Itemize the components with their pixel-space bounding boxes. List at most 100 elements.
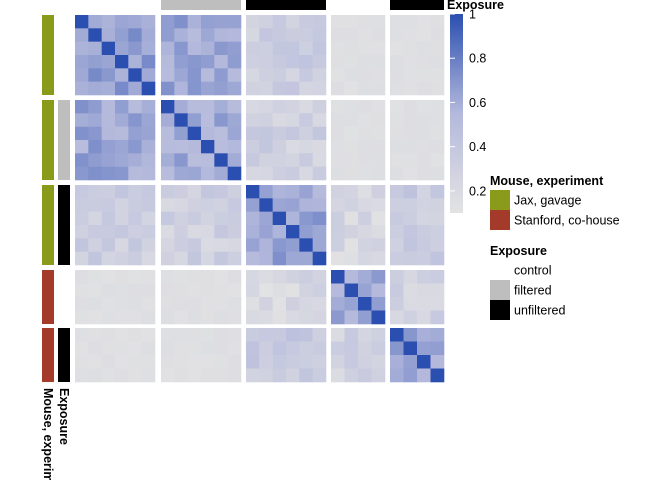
heatmap-cell bbox=[286, 100, 300, 114]
heatmap-cell bbox=[75, 166, 89, 181]
heatmap-cell bbox=[88, 28, 102, 42]
heatmap-cell bbox=[417, 28, 431, 42]
heatmap-cell bbox=[246, 100, 260, 114]
heatmap-cell bbox=[227, 140, 242, 154]
heatmap-cell bbox=[161, 211, 175, 226]
heatmap-cell bbox=[227, 15, 242, 29]
heatmap-cell bbox=[312, 113, 327, 127]
heatmap-cell bbox=[141, 15, 156, 29]
exposure-annotation-bar bbox=[58, 185, 70, 265]
heatmap-cell bbox=[286, 341, 300, 356]
heatmap-cell bbox=[101, 153, 116, 167]
heatmap-cell bbox=[174, 283, 188, 298]
heatmap-cell bbox=[128, 297, 142, 311]
heatmap-cell bbox=[390, 341, 404, 356]
heatmap-cell bbox=[344, 113, 359, 127]
heatmap-cell bbox=[403, 140, 418, 154]
heatmap-cell bbox=[174, 198, 188, 212]
heatmap-cell bbox=[201, 251, 215, 266]
heatmap-cell bbox=[246, 225, 260, 239]
heatmap-cell bbox=[174, 15, 188, 29]
heatmap-cell bbox=[88, 328, 102, 342]
heatmap-cell bbox=[187, 28, 202, 42]
heatmap-cell bbox=[246, 81, 260, 96]
heatmap-cell bbox=[286, 185, 300, 199]
legend-title: Mouse, experiment bbox=[490, 174, 604, 188]
heatmap-cell bbox=[161, 251, 175, 266]
exposure-annotation-bar bbox=[58, 328, 70, 382]
exposure-annotation-label: Exposure bbox=[57, 388, 71, 445]
heatmap-cell bbox=[174, 100, 188, 114]
heatmap-cell bbox=[417, 81, 431, 96]
heatmap-cell bbox=[358, 113, 372, 127]
heatmap-cell bbox=[371, 28, 386, 42]
heatmap-cell bbox=[371, 297, 386, 311]
heatmap-cell bbox=[286, 238, 300, 252]
heatmap-cell bbox=[88, 251, 102, 266]
heatmap-cell bbox=[161, 113, 175, 127]
heatmap-cell bbox=[161, 283, 175, 298]
exposure-annotation-bar bbox=[58, 15, 70, 95]
heatmap-cell bbox=[187, 297, 202, 311]
heatmap-cell bbox=[227, 368, 242, 383]
heatmap-cell bbox=[259, 113, 273, 127]
heatmap-cell bbox=[390, 225, 404, 239]
heatmap-cell bbox=[358, 225, 372, 239]
heatmap-cell bbox=[88, 55, 102, 69]
heatmap-cell bbox=[187, 368, 202, 383]
heatmap-cell bbox=[115, 68, 129, 82]
heatmap-cell bbox=[390, 185, 404, 199]
heatmap-cells bbox=[75, 15, 445, 383]
heatmap-cell bbox=[430, 270, 445, 284]
heatmap-cell bbox=[141, 368, 156, 383]
heatmap-cell bbox=[174, 113, 188, 127]
heatmap-cell bbox=[141, 341, 156, 356]
heatmap-cell bbox=[272, 68, 287, 82]
heatmap-cell bbox=[299, 153, 313, 167]
heatmap-cell bbox=[390, 166, 404, 181]
heatmap-cell bbox=[299, 55, 313, 69]
heatmap-cell bbox=[101, 341, 116, 356]
heatmap-cell bbox=[128, 270, 142, 284]
heatmap-cell bbox=[286, 355, 300, 369]
heatmap-cell bbox=[128, 185, 142, 199]
heatmap-cell bbox=[331, 126, 345, 141]
top-annotation-filtered bbox=[161, 0, 241, 10]
heatmap-cell bbox=[430, 297, 445, 311]
heatmap-cell bbox=[286, 225, 300, 239]
heatmap-cell bbox=[344, 328, 359, 342]
heatmap-cell bbox=[430, 68, 445, 82]
heatmap-cell bbox=[161, 140, 175, 154]
heatmap-cell bbox=[331, 81, 345, 96]
heatmap-cell bbox=[312, 297, 327, 311]
heatmap-cell bbox=[371, 185, 386, 199]
heatmap-cell bbox=[246, 251, 260, 266]
heatmap-cell bbox=[286, 310, 300, 325]
heatmap-cell bbox=[390, 283, 404, 298]
heatmap-cell bbox=[75, 270, 89, 284]
heatmap-cell bbox=[214, 198, 228, 212]
heatmap-cell bbox=[214, 297, 228, 311]
heatmap-cell bbox=[371, 368, 386, 383]
heatmap-cell bbox=[417, 211, 431, 226]
heatmap-cell bbox=[331, 251, 345, 266]
heatmap-cell bbox=[174, 28, 188, 42]
heatmap-cell bbox=[331, 225, 345, 239]
heatmap-cell bbox=[403, 41, 418, 56]
heatmap-cell bbox=[246, 270, 260, 284]
heatmap-cell bbox=[88, 68, 102, 82]
heatmap-cell bbox=[141, 100, 156, 114]
heatmap-cell bbox=[299, 100, 313, 114]
heatmap-cell bbox=[115, 251, 129, 266]
heatmap-cell bbox=[312, 283, 327, 298]
heatmap-cell bbox=[88, 113, 102, 127]
heatmap-cell bbox=[403, 185, 418, 199]
heatmap-cell bbox=[141, 140, 156, 154]
heatmap-cell bbox=[344, 283, 359, 298]
heatmap-cell bbox=[390, 238, 404, 252]
heatmap-cell bbox=[101, 310, 116, 325]
heatmap-cell bbox=[417, 41, 431, 56]
heatmap-cell bbox=[187, 328, 202, 342]
heatmap-cell bbox=[187, 81, 202, 96]
heatmap-cell bbox=[141, 310, 156, 325]
